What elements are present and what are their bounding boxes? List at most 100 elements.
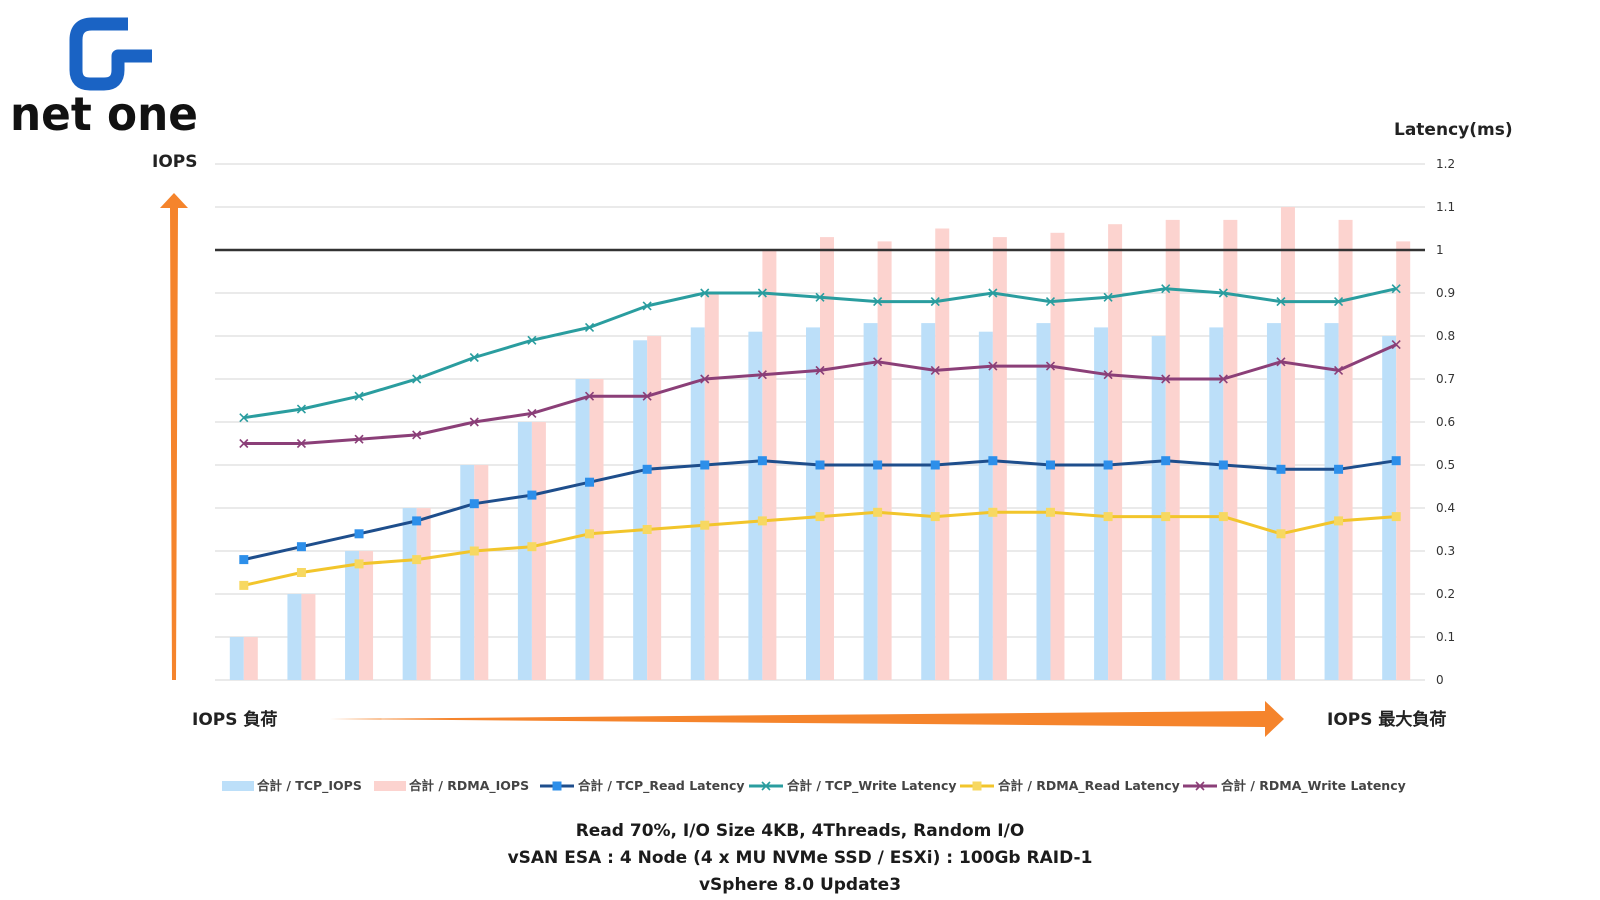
rdma-write-latency-point xyxy=(412,430,422,440)
tcp-read-latency-point xyxy=(1218,460,1228,470)
legend-marker-point xyxy=(761,781,771,791)
right-axis-tick-label: 0.3 xyxy=(1436,544,1455,558)
right-axis-tick-label: 0.1 xyxy=(1436,630,1455,644)
legend-marker-point xyxy=(972,781,982,791)
tcp-read-latency-point xyxy=(585,477,595,487)
tcp-iops-bar xyxy=(633,340,648,680)
legend-item: 合計 / RDMA_IOPS xyxy=(374,778,529,794)
legend-label: 合計 / RDMA_Write Latency xyxy=(1221,778,1406,794)
rdma-write-latency-point xyxy=(815,365,825,375)
iops-up-arrow-icon xyxy=(160,193,188,680)
rdma-read-latency-point xyxy=(1391,512,1401,522)
net-one-logo: net one xyxy=(10,17,198,141)
rdma-read-latency-point xyxy=(988,507,998,517)
legend: 合計 / TCP_IOPS 合計 / RDMA_IOPS 合計 / TCP_Read… xyxy=(222,778,1406,794)
tcp-read-latency-point xyxy=(412,516,422,526)
tcp-iops-bar xyxy=(1094,327,1109,680)
legend-label: 合計 / TCP_Read Latency xyxy=(578,778,745,794)
right-axis-tick-label: 0.4 xyxy=(1436,501,1455,515)
tcp-iops-bar xyxy=(1266,323,1281,680)
tcp-read-latency-point xyxy=(469,499,479,509)
right-axis-tick-label: 0.7 xyxy=(1436,372,1455,386)
tcp-write-latency-point xyxy=(412,374,422,384)
tcp-iops-bar xyxy=(863,323,878,680)
rdma-iops-bar xyxy=(1396,241,1411,680)
rdma-iops-bar xyxy=(359,551,374,680)
legend-swatch xyxy=(374,781,406,791)
tcp-iops-bar xyxy=(402,508,417,680)
tcp-iops-bar xyxy=(921,323,936,680)
rdma-read-latency-point xyxy=(815,512,825,522)
rdma-write-latency-point xyxy=(873,357,883,367)
tcp-read-latency-point xyxy=(700,460,710,470)
left-axis-title: IOPS xyxy=(152,152,197,172)
tcp-write-latency-point xyxy=(354,391,364,401)
rdma-iops-bar xyxy=(1050,232,1065,681)
legend-label: 合計 / TCP_IOPS xyxy=(257,778,362,794)
right-axis-tick-label: 0.5 xyxy=(1436,458,1455,472)
tcp-write-latency-point xyxy=(757,288,767,298)
tcp-iops-bar xyxy=(690,327,705,680)
rdma-iops-bar xyxy=(531,422,546,680)
tcp-read-latency-point xyxy=(1045,460,1055,470)
rdma-iops-bar xyxy=(704,293,719,680)
rdma-read-latency-point xyxy=(1045,507,1055,517)
tcp-iops-bar xyxy=(1036,323,1051,680)
rdma-write-latency-point xyxy=(1218,374,1228,384)
rdma-read-latency-point xyxy=(1334,516,1344,526)
legend-label: 合計 / TCP_Write Latency xyxy=(787,778,957,794)
rdma-read-latency-point xyxy=(585,529,595,539)
rdma-read-latency-point xyxy=(1276,529,1286,539)
tcp-write-latency-point xyxy=(1391,284,1401,294)
rdma-iops-bar xyxy=(647,336,662,680)
right-axis-ticks: 0 0.1 0.2 0.3 0.4 0.5 0.6 0.7 0.8 0.9 1 1.1 1.2 xyxy=(1436,157,1455,687)
rdma-iops-bar xyxy=(762,250,777,680)
x-axis-right-label: IOPS 最大負荷 xyxy=(1327,709,1446,730)
legend-marker-point xyxy=(552,781,562,791)
rdma-write-latency-point xyxy=(930,365,940,375)
tcp-iops-bar xyxy=(806,327,820,680)
legend-item: 合計 / TCP_Write Latency xyxy=(749,778,957,794)
tcp-write-latency-point xyxy=(1276,297,1286,307)
right-axis-tick-label: 0 xyxy=(1436,673,1444,687)
tcp-iops-bar xyxy=(1151,336,1166,680)
rdma-iops-bar xyxy=(416,508,431,680)
tcp-read-latency-point xyxy=(354,529,364,539)
legend-label: 合計 / RDMA_Read Latency xyxy=(998,778,1180,794)
rdma-read-latency-point xyxy=(642,525,652,534)
logo-text: net one xyxy=(10,87,198,141)
tcp-iops-bar xyxy=(1209,327,1224,680)
tcp-iops-bar xyxy=(517,422,532,680)
legend-item: 合計 / RDMA_Write Latency xyxy=(1183,778,1406,794)
tcp-read-latency-point xyxy=(1391,456,1401,466)
rdma-iops-bar xyxy=(301,594,316,680)
legend-item: 合計 / TCP_IOPS xyxy=(222,778,362,794)
rdma-write-latency-point xyxy=(239,438,249,449)
rdma-write-latency-point xyxy=(1276,357,1286,367)
tcp-write-latency-point xyxy=(584,322,595,332)
right-axis-tick-label: 1.2 xyxy=(1436,157,1455,171)
tcp-write-latency-point xyxy=(1334,297,1344,307)
rdma-read-latency-point xyxy=(873,507,883,517)
tcp-read-latency-point xyxy=(873,460,883,470)
rdma-iops-bar xyxy=(1165,219,1180,680)
line-series xyxy=(239,284,1401,590)
tcp-iops-bar xyxy=(978,331,993,680)
rdma-iops-bar xyxy=(589,379,604,680)
rdma-read-latency-point xyxy=(1161,512,1171,522)
rdma-iops-bar xyxy=(1223,219,1238,680)
tcp-read-latency-point xyxy=(1276,464,1286,474)
rdma-iops-bar xyxy=(992,237,1007,680)
rdma-read-latency-point xyxy=(1103,512,1113,522)
legend-swatch xyxy=(222,781,254,791)
rdma-write-latency-point xyxy=(469,417,479,427)
right-axis-tick-label: 1 xyxy=(1436,243,1444,257)
rdma-write-latency-point xyxy=(1045,361,1056,371)
rdma-iops-bar xyxy=(820,237,834,680)
tcp-iops-bar xyxy=(345,551,360,680)
rdma-write-latency-point xyxy=(527,408,537,418)
tcp-write-latency-point xyxy=(930,297,940,307)
test-condition-line-1: Read 70%, I/O Size 4KB, 4Threads, Random… xyxy=(575,821,1025,841)
tcp-read-latency-point xyxy=(988,456,998,466)
